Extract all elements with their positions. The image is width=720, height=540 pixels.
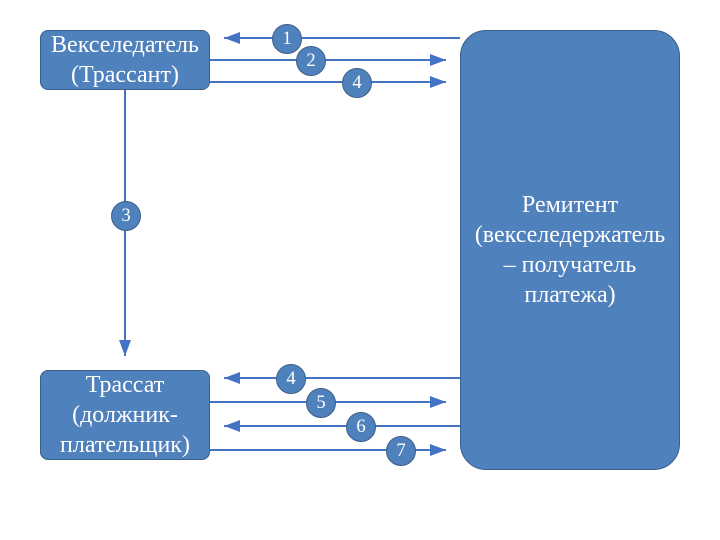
node-remitent-label: Ремитент (векселедержатель – получатель … [471, 190, 669, 310]
diagram-stage: Векселедатель(Трассант) Ремитент (вексел… [0, 0, 720, 540]
step-badge-1-0: 1 [272, 24, 302, 54]
step-badge-5-5: 5 [306, 388, 336, 418]
node-trassant-label: Векселедатель(Трассант) [51, 30, 199, 90]
step-badge-6-6: 6 [346, 412, 376, 442]
step-badge-2-1: 2 [296, 46, 326, 76]
step-badge-7-7: 7 [386, 436, 416, 466]
step-badge-4-4: 4 [276, 364, 306, 394]
node-remitent: Ремитент (векселедержатель – получатель … [460, 30, 680, 470]
step-badge-3-3: 3 [111, 201, 141, 231]
node-trassat: Трассат(должник-плательщик) [40, 370, 210, 460]
step-badge-4-2: 4 [342, 68, 372, 98]
node-trassant: Векселедатель(Трассант) [40, 30, 210, 90]
node-trassat-label: Трассат(должник-плательщик) [51, 370, 199, 460]
